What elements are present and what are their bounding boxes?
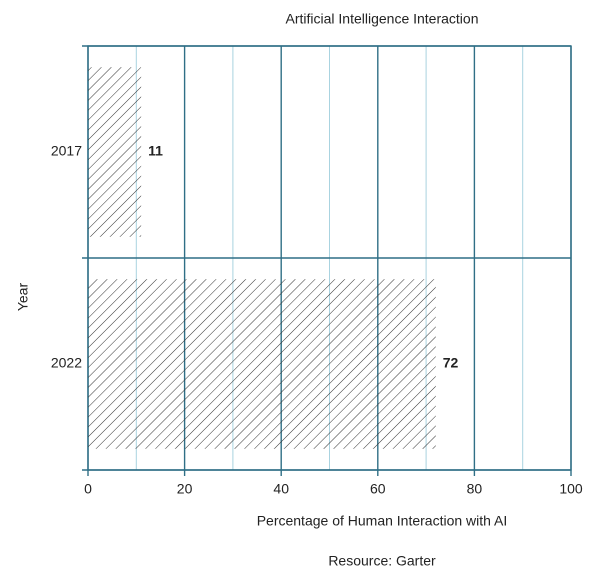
y-tick-label: 2022 [51, 355, 82, 371]
x-tick-label: 20 [177, 481, 193, 497]
y-axis-label: Year [15, 283, 31, 312]
x-tick-label: 60 [370, 481, 386, 497]
x-tick-label: 80 [467, 481, 483, 497]
bar [88, 67, 142, 237]
chart-title: Artificial Intelligence Interaction [286, 11, 479, 27]
value-label: 11 [148, 143, 163, 159]
x-tick-label: 40 [273, 481, 289, 497]
plot-frame [87, 45, 572, 471]
x-tick-label: 0 [84, 481, 92, 497]
value-label: 72 [443, 355, 459, 371]
x-axis-label: Percentage of Human Interaction with AI [257, 513, 508, 529]
y-tick-label: 2017 [51, 143, 82, 159]
bar [88, 279, 436, 449]
x-tick-label: 100 [559, 481, 583, 497]
annotation: Resource: Garter [328, 553, 436, 569]
